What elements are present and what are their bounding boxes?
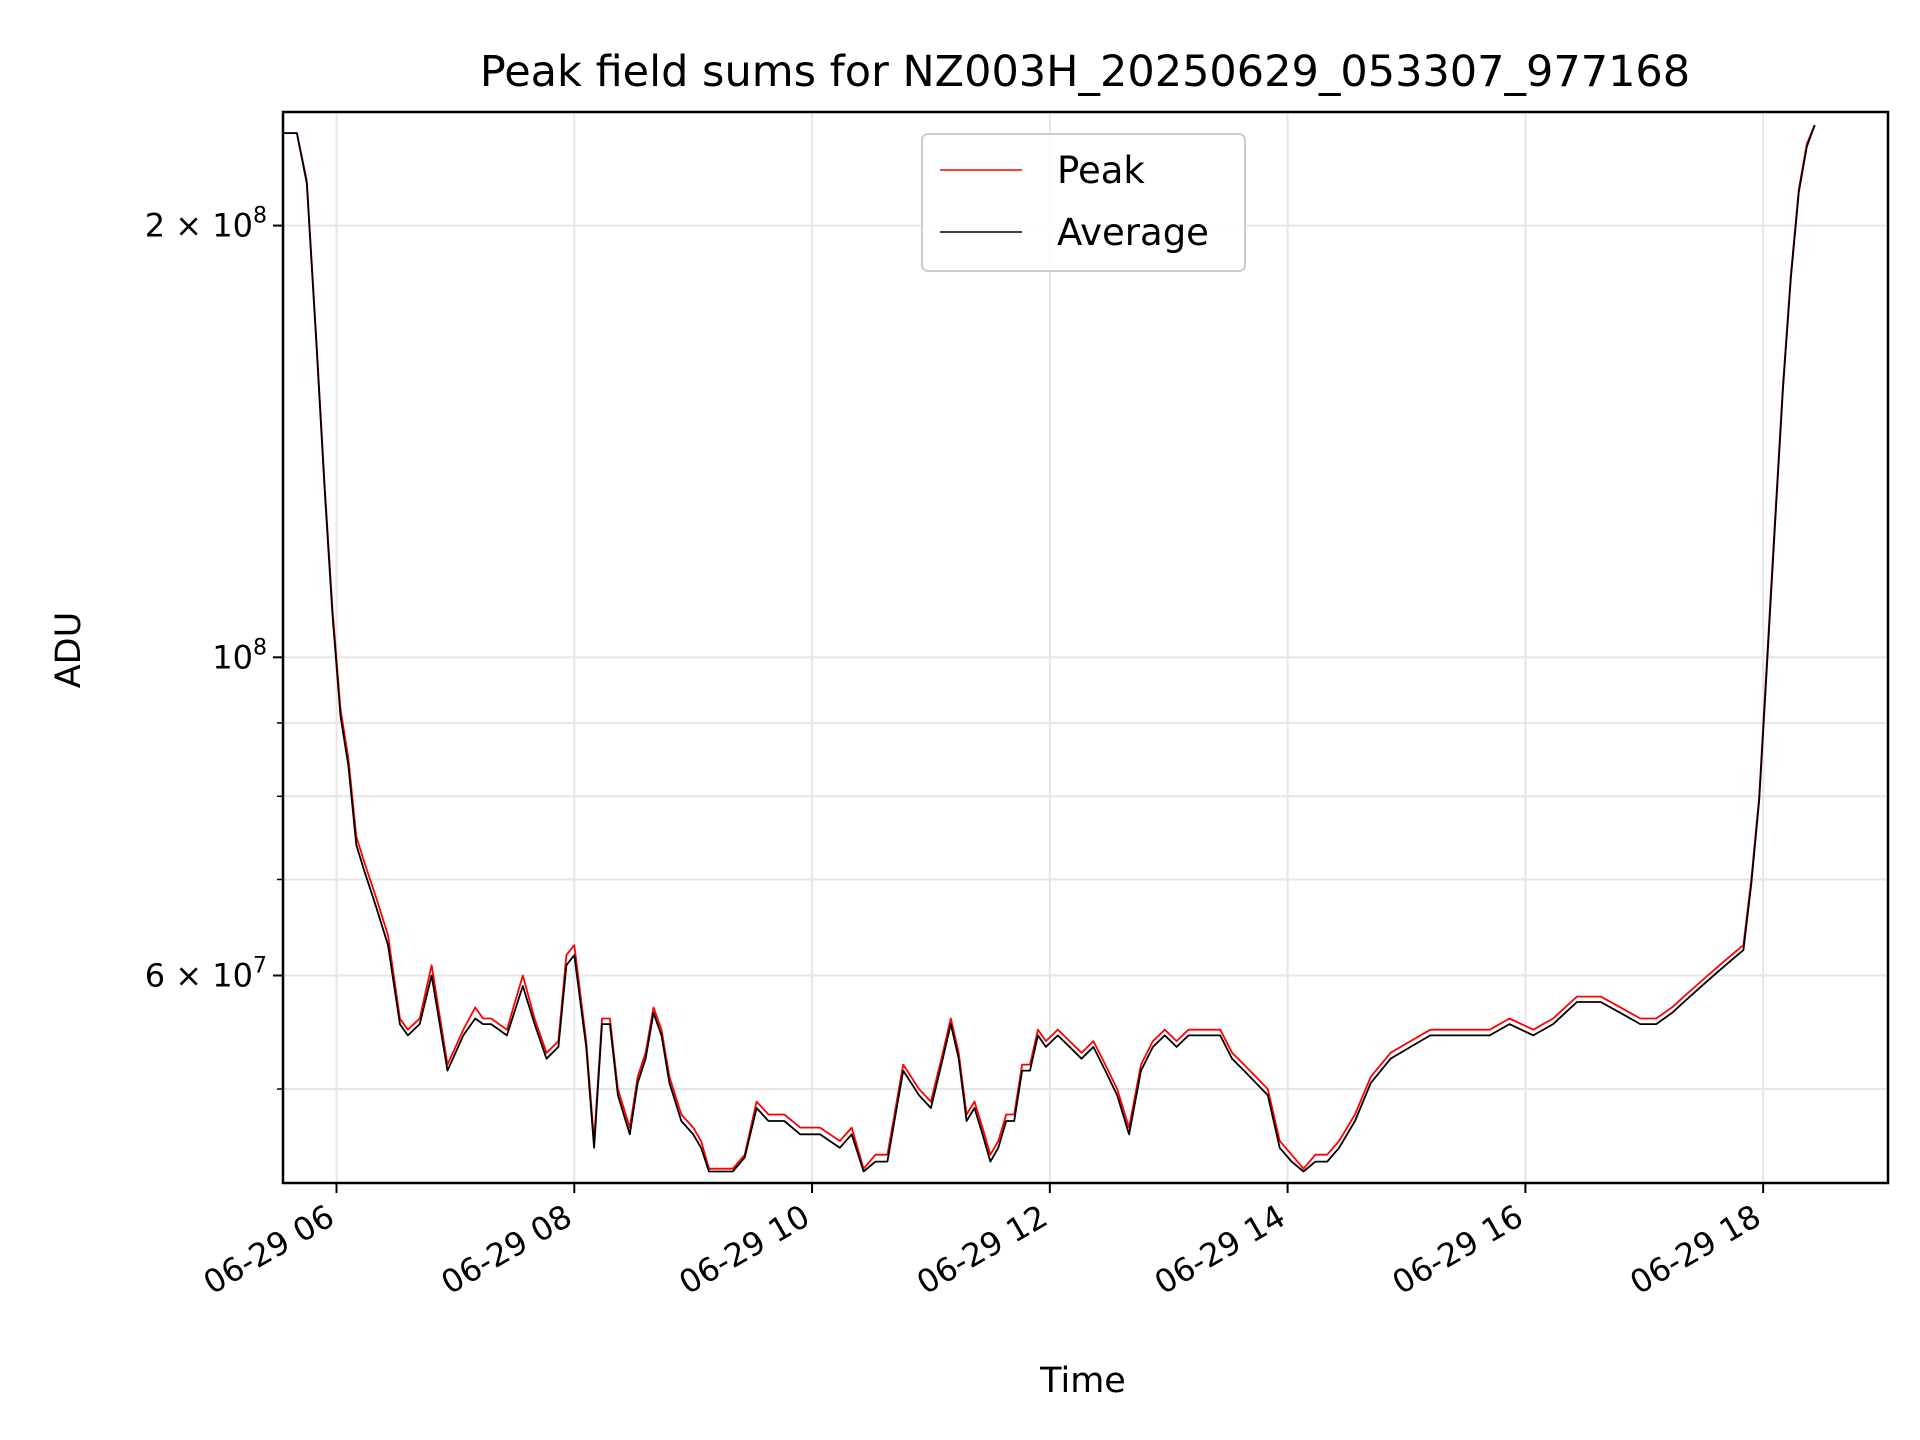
series-lines (283, 124, 1816, 1173)
legend: Peak Average (921, 133, 1246, 272)
y-tick-label: 108 (212, 635, 267, 676)
legend-label-average: Average (1057, 211, 1209, 254)
series-line-peak (283, 124, 1816, 1170)
y-tick-label: 2 × 108 (145, 204, 267, 245)
series-line-average (283, 124, 1816, 1173)
y-axis-ticks: 2 × 108 108 6 × 107 (145, 204, 283, 1090)
legend-box (921, 133, 1246, 272)
plot-frame (281, 110, 1890, 1185)
y-axis-label: ADU (49, 612, 89, 689)
grid (283, 112, 1888, 1183)
chart-title: Peak field sums for NZ003H_20250629_0533… (480, 47, 1690, 97)
x-axis-label: Time (1039, 1361, 1126, 1401)
legend-label-peak: Peak (1057, 149, 1145, 192)
y-tick-label: 6 × 107 (145, 953, 267, 994)
